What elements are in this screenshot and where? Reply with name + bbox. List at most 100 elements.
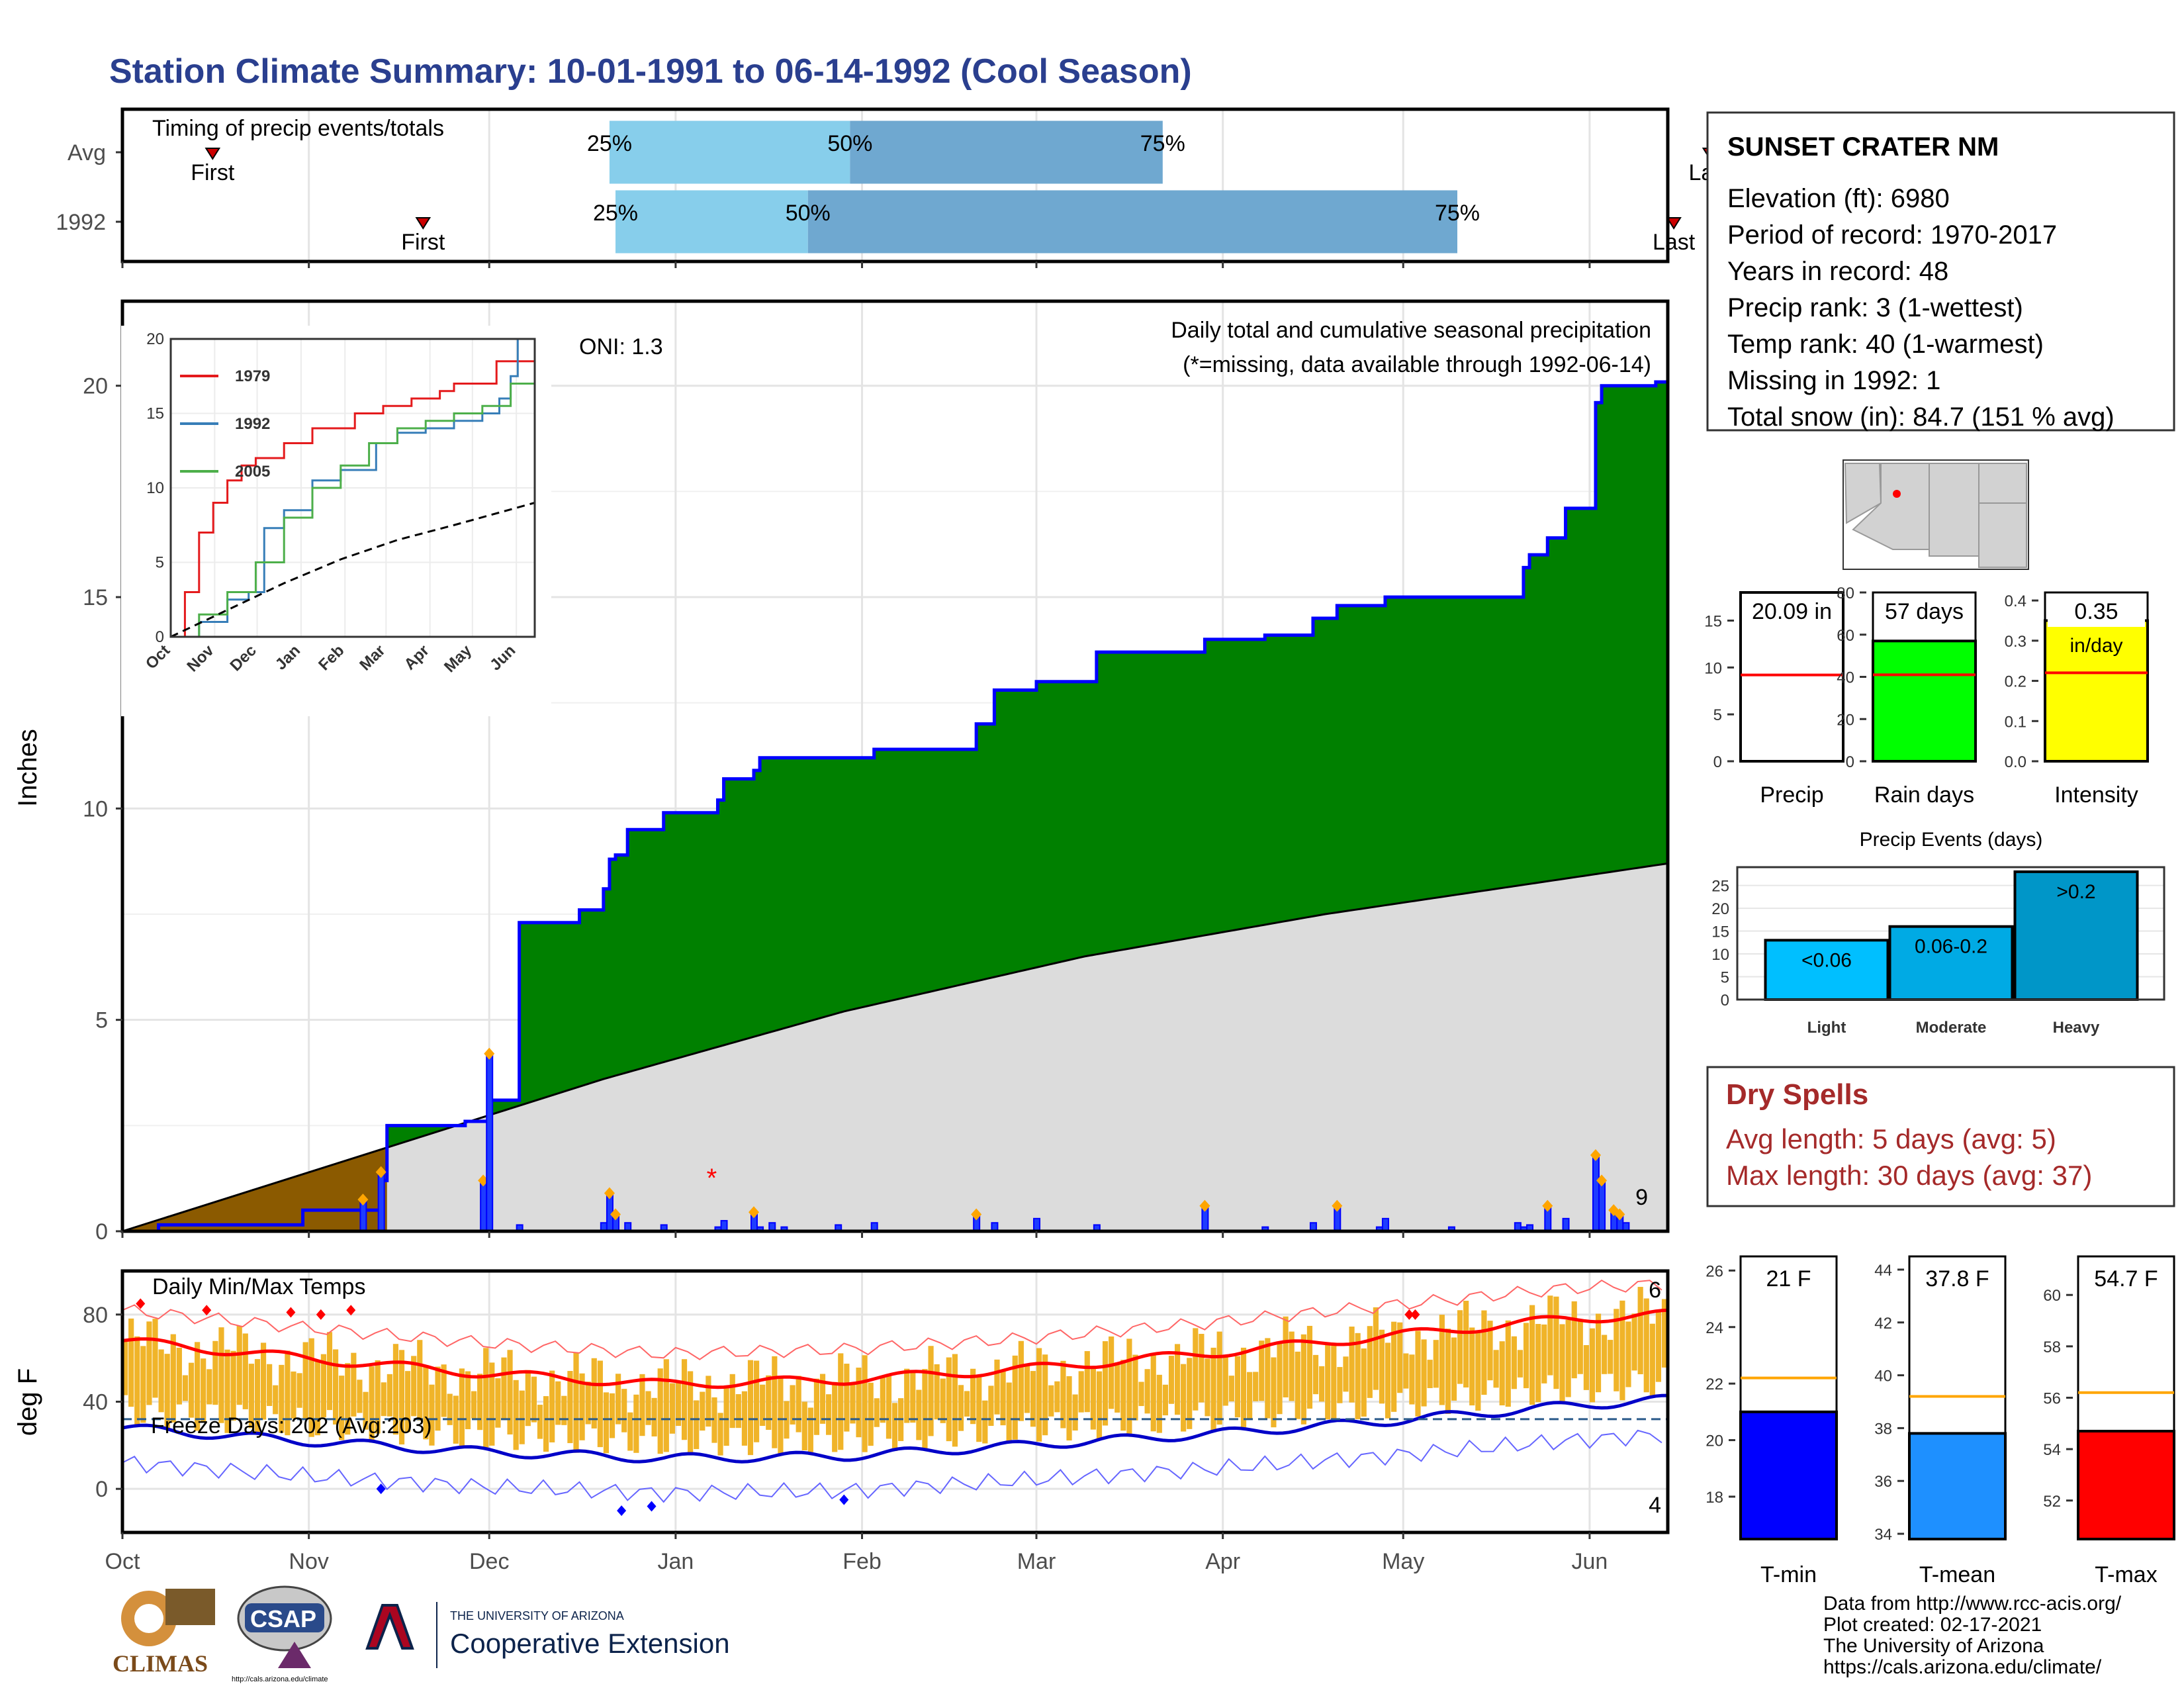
daily-precip-bar bbox=[486, 1053, 494, 1232]
daily-temp-bar bbox=[723, 1387, 729, 1446]
daily-temp-bar bbox=[1084, 1351, 1090, 1413]
daily-temp-bar bbox=[489, 1362, 495, 1446]
daily-temp-bar bbox=[760, 1384, 766, 1427]
daily-temp-bar bbox=[615, 1374, 621, 1425]
daily-temp-bar bbox=[790, 1385, 796, 1425]
inset-ytick-label: 20 bbox=[146, 330, 164, 348]
daily-temp-bar bbox=[1126, 1338, 1132, 1436]
daily-temp-bar bbox=[1253, 1372, 1259, 1401]
station-info-box: SUNSET CRATER NM Elevation (ft): 6980 Pe… bbox=[1706, 111, 2175, 432]
daily-temp-bar bbox=[567, 1371, 573, 1444]
daily-temp-bar bbox=[1565, 1319, 1571, 1397]
temp-bars: 21 F 18 20 22 24 26 T-min 37.8 F 34 36 38 40 42 44 T-m… bbox=[1706, 1255, 2175, 1587]
daily-temp-bar bbox=[1120, 1360, 1126, 1431]
daily-temp-bar bbox=[1138, 1382, 1144, 1407]
heavy-event-marker bbox=[375, 1166, 387, 1178]
daily-temp-bar bbox=[1024, 1364, 1030, 1413]
daily-temp-bar bbox=[663, 1359, 669, 1452]
daily-temp-bar bbox=[201, 1358, 206, 1422]
dry-spells-box: Dry Spells Avg length: 5 days (avg: 5) M… bbox=[1706, 1066, 2175, 1207]
precip-ytick-label: 10 bbox=[1704, 659, 1722, 677]
daily-temp-bar bbox=[772, 1356, 778, 1448]
daily-temp-bar bbox=[1469, 1327, 1475, 1406]
daily-temp-bar bbox=[1181, 1364, 1187, 1432]
locator-map bbox=[1843, 459, 2029, 570]
daily-temp-bar bbox=[850, 1383, 856, 1424]
daily-temp-bar bbox=[1240, 1347, 1247, 1430]
month-label: May bbox=[1382, 1549, 1424, 1574]
daily-temp-bar bbox=[134, 1336, 140, 1425]
rain-days-ytick-label: 60 bbox=[1837, 627, 1854, 645]
daily-temp-bar bbox=[1030, 1371, 1036, 1427]
daily-temp-bar bbox=[1132, 1354, 1138, 1421]
daily-temp-bar bbox=[1602, 1335, 1608, 1374]
daily-temp-bar bbox=[1367, 1326, 1373, 1398]
daily-temp-bar bbox=[891, 1403, 898, 1451]
csap-logo: CSAP http://cals.arizona.edu/climate bbox=[232, 1585, 332, 1683]
daily-temp-bar bbox=[904, 1368, 910, 1423]
daily-temp-bar bbox=[675, 1382, 682, 1427]
daily-temp-bar bbox=[1066, 1376, 1072, 1441]
precip-frame bbox=[1739, 591, 1844, 763]
daily-temp-bar bbox=[1499, 1341, 1505, 1406]
daily-temp-bar bbox=[940, 1378, 946, 1423]
temp-panel: Daily Min/Max Temps Freeze Days: 202 (Avg… bbox=[13, 1269, 1670, 1574]
daily-temp-bar bbox=[507, 1350, 513, 1434]
daily-temp-bar bbox=[236, 1325, 242, 1405]
daily-temp-bar bbox=[952, 1354, 958, 1447]
daily-temp-bar bbox=[230, 1350, 236, 1421]
footer-line: Data from http://www.rcc-acis.org/ bbox=[1823, 1593, 2122, 1615]
daily-temp-bar bbox=[164, 1354, 170, 1429]
daily-temp-bar bbox=[242, 1333, 248, 1409]
daily-temp-bar bbox=[1271, 1357, 1277, 1428]
daily-temp-bar bbox=[1535, 1324, 1541, 1403]
daily-temp-bar bbox=[1571, 1301, 1577, 1379]
daily-temp-bar bbox=[285, 1350, 291, 1436]
daily-temp-bar bbox=[1421, 1339, 1427, 1407]
daily-temp-bar bbox=[717, 1413, 723, 1456]
climas-logo-text: CLIMAS bbox=[113, 1650, 208, 1677]
inset-ytick-label: 15 bbox=[146, 405, 164, 423]
month-label: Mar bbox=[1017, 1549, 1056, 1574]
intensity-value-label: 0.35 bbox=[2074, 599, 2118, 624]
daily-temp-bar bbox=[267, 1364, 273, 1406]
events-title: Precip Events (days) bbox=[1860, 829, 2043, 851]
daily-temp-bar bbox=[886, 1376, 892, 1439]
record-high-marker bbox=[136, 1298, 146, 1309]
timing-row-label: Avg bbox=[68, 140, 106, 165]
quartile-bar-25-50 bbox=[615, 190, 808, 254]
daily-temp-bar bbox=[182, 1375, 189, 1401]
daily-temp-bar bbox=[279, 1364, 285, 1433]
q50-label: 50% bbox=[786, 201, 831, 226]
daily-temp-bar bbox=[1397, 1322, 1403, 1393]
record-low-line bbox=[122, 1429, 1662, 1503]
daily-temp-bar bbox=[1306, 1325, 1313, 1409]
daily-precip-bar bbox=[1381, 1217, 1389, 1233]
daily-temp-bar bbox=[260, 1342, 267, 1420]
daily-temp-bar bbox=[700, 1391, 705, 1431]
daily-temp-bar bbox=[970, 1368, 976, 1425]
daily-temp-bar bbox=[819, 1374, 826, 1424]
daily-temp-bar bbox=[1415, 1331, 1421, 1417]
daily-temp-bar bbox=[681, 1359, 688, 1440]
event-bar-label: 0.06-0.2 bbox=[1915, 936, 1987, 958]
daily-temp-bar bbox=[128, 1318, 134, 1407]
daily-temp-bar bbox=[1312, 1354, 1319, 1395]
temp-ytick-label: 40 bbox=[83, 1390, 108, 1415]
tmin-ytick-label: 26 bbox=[1706, 1262, 1723, 1280]
daily-temp-bar bbox=[1409, 1354, 1415, 1405]
footer-line: Plot created: 02-17-2021 bbox=[1823, 1614, 2042, 1636]
daily-temp-bar bbox=[206, 1369, 212, 1405]
timing-label: Timing of precip events/totals bbox=[152, 116, 444, 141]
daily-temp-bar bbox=[1222, 1355, 1228, 1406]
daily-temp-bar bbox=[573, 1352, 579, 1453]
daily-temp-bar bbox=[1300, 1334, 1306, 1425]
daily-temp-bar bbox=[766, 1375, 772, 1430]
q75-label: 75% bbox=[1435, 201, 1480, 226]
daily-temp-bar bbox=[429, 1384, 435, 1446]
events-chart: Precip Events (days) <0.06 Light 0.06-0.2 Mo… bbox=[1711, 829, 2165, 1037]
footer-credits: Data from http://www.rcc-acis.org/ Plot … bbox=[1823, 1593, 2122, 1678]
daily-temp-bar bbox=[645, 1391, 651, 1425]
temp-panel-label: Daily Min/Max Temps bbox=[152, 1274, 365, 1299]
station-line: Years in record: 48 bbox=[1727, 257, 1948, 286]
